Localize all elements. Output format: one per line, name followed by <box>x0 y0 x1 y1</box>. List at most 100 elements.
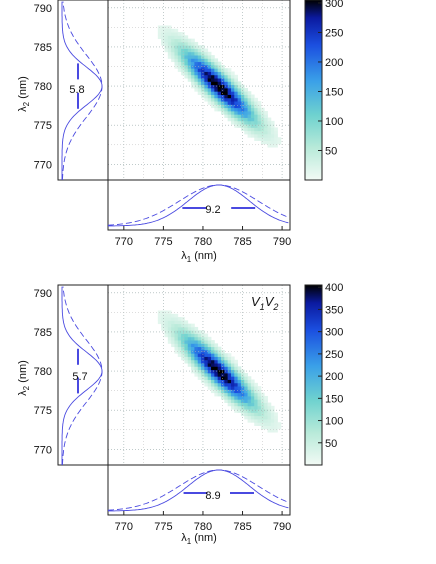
panel-bottom: V1V2 770 775 780 785 790 λ2 (nm) 5.7 8.9 770… <box>17 282 343 546</box>
fwhm-x-top: 9.2 <box>205 204 220 216</box>
fwhm-x-bottom: 8.9 <box>205 490 220 502</box>
heatmap-cell <box>214 343 219 348</box>
heatmap-cell <box>244 127 248 132</box>
heatmap-cell <box>230 71 235 76</box>
heatmap-cell <box>270 124 275 128</box>
x-tick-label: 785 <box>233 521 251 533</box>
heatmap-cell <box>164 323 169 328</box>
heatmap-cell <box>194 336 199 341</box>
heatmap-cell <box>264 120 268 125</box>
heatmap-cell <box>230 372 235 377</box>
y-tick-label: 790 <box>34 3 52 15</box>
colorbar-tick-label: 50 <box>325 438 337 450</box>
heatmap-cell <box>211 382 215 387</box>
heatmap-cell <box>217 84 222 89</box>
heatmap-cell <box>244 399 248 403</box>
heatmap-cell <box>217 392 222 397</box>
heatmap-cell <box>260 392 265 397</box>
heatmap-cell <box>250 94 255 99</box>
heatmap-cell <box>274 137 278 141</box>
heatmap-cell <box>191 84 195 89</box>
heatmap-cell <box>181 71 185 76</box>
heatmap-cell <box>194 353 199 357</box>
heatmap-cell <box>167 326 172 331</box>
heatmap-cell <box>174 326 179 331</box>
heatmap-cell <box>257 101 262 105</box>
marginal-x-curve <box>108 184 289 227</box>
colorbar-tick-label: 350 <box>325 304 343 316</box>
heatmap-cell <box>237 399 242 403</box>
heatmap-cell <box>191 343 195 348</box>
heatmap-cell <box>264 402 268 407</box>
heatmap-cell <box>194 349 199 354</box>
marginal-y-frame-bottom <box>57 284 109 466</box>
marginal-y-bottom <box>61 286 103 466</box>
heatmap-cell <box>277 422 282 426</box>
heatmap-cell <box>181 51 185 56</box>
heatmap-cell <box>207 64 212 69</box>
heatmap-cell <box>174 41 179 46</box>
heatmap-cell <box>224 81 229 86</box>
heatmap-cell <box>254 402 258 407</box>
heatmap-cell <box>174 330 179 334</box>
heatmap-cell <box>201 353 205 357</box>
heatmap-cell <box>267 117 272 122</box>
colorbar-top <box>304 0 323 181</box>
heatmap-cell <box>250 114 255 118</box>
heatmap-cell <box>264 117 268 122</box>
heatmap-cell <box>230 376 235 380</box>
heatmap-cell <box>201 81 205 86</box>
heatmap-cell <box>247 94 252 99</box>
heatmap-cell <box>204 382 209 387</box>
heatmap-cell <box>211 74 215 79</box>
heatmap-cell <box>247 395 252 400</box>
heatmap-cell <box>194 55 199 59</box>
heatmap-cell <box>181 320 185 325</box>
heatmap-cell <box>267 120 272 125</box>
heatmap-cell <box>207 94 212 99</box>
heatmap-cell <box>237 101 242 105</box>
heatmap-cell <box>191 336 195 341</box>
heatmap-cell <box>234 81 239 86</box>
heatmap-cell <box>217 366 222 371</box>
heatmap-cell <box>260 137 265 141</box>
heatmap-cell <box>197 61 202 66</box>
heatmap-cell <box>230 399 235 403</box>
heatmap-cell <box>224 356 229 361</box>
heatmap-cell <box>204 372 209 377</box>
heatmap-cell <box>161 317 165 321</box>
heatmap-cell <box>161 38 165 43</box>
heatmap-cell <box>234 104 239 109</box>
heatmap-cell <box>194 64 199 69</box>
heatmap-cell <box>167 340 172 344</box>
heatmap-cell <box>221 110 225 115</box>
heatmap-cell <box>201 48 205 53</box>
y-tick-label: 790 <box>34 288 52 300</box>
heatmap-cell <box>184 58 189 63</box>
heatmap-cell <box>257 386 262 390</box>
heatmap-cell <box>230 110 235 115</box>
panel-top: 770 775 780 785 790 λ2 (nm) 5.8 9.2 770 775 78… <box>17 0 343 264</box>
heatmap-cell <box>217 376 222 380</box>
heatmap-cell <box>181 333 185 338</box>
heatmap-cell <box>191 64 195 69</box>
heatmap-cell <box>224 376 229 380</box>
heatmap-cell <box>247 405 252 410</box>
heatmap-cell <box>157 28 162 33</box>
heatmap-cell <box>267 428 272 433</box>
heatmap-cell <box>224 366 229 371</box>
heatmap-cell <box>227 94 232 99</box>
heatmap-cell <box>177 326 182 331</box>
heatmap-cell <box>197 330 202 334</box>
heatmap-cell <box>194 45 199 49</box>
heatmap-cell <box>237 81 242 86</box>
heatmap-cell <box>221 78 225 82</box>
heatmap-cell <box>244 415 248 420</box>
heatmap-cell <box>214 71 219 76</box>
heatmap-cell <box>167 55 172 59</box>
heatmap-cell <box>234 91 239 95</box>
heatmap-cell <box>227 399 232 403</box>
heatmap-cell <box>247 110 252 115</box>
heatmap-cell <box>240 405 245 410</box>
